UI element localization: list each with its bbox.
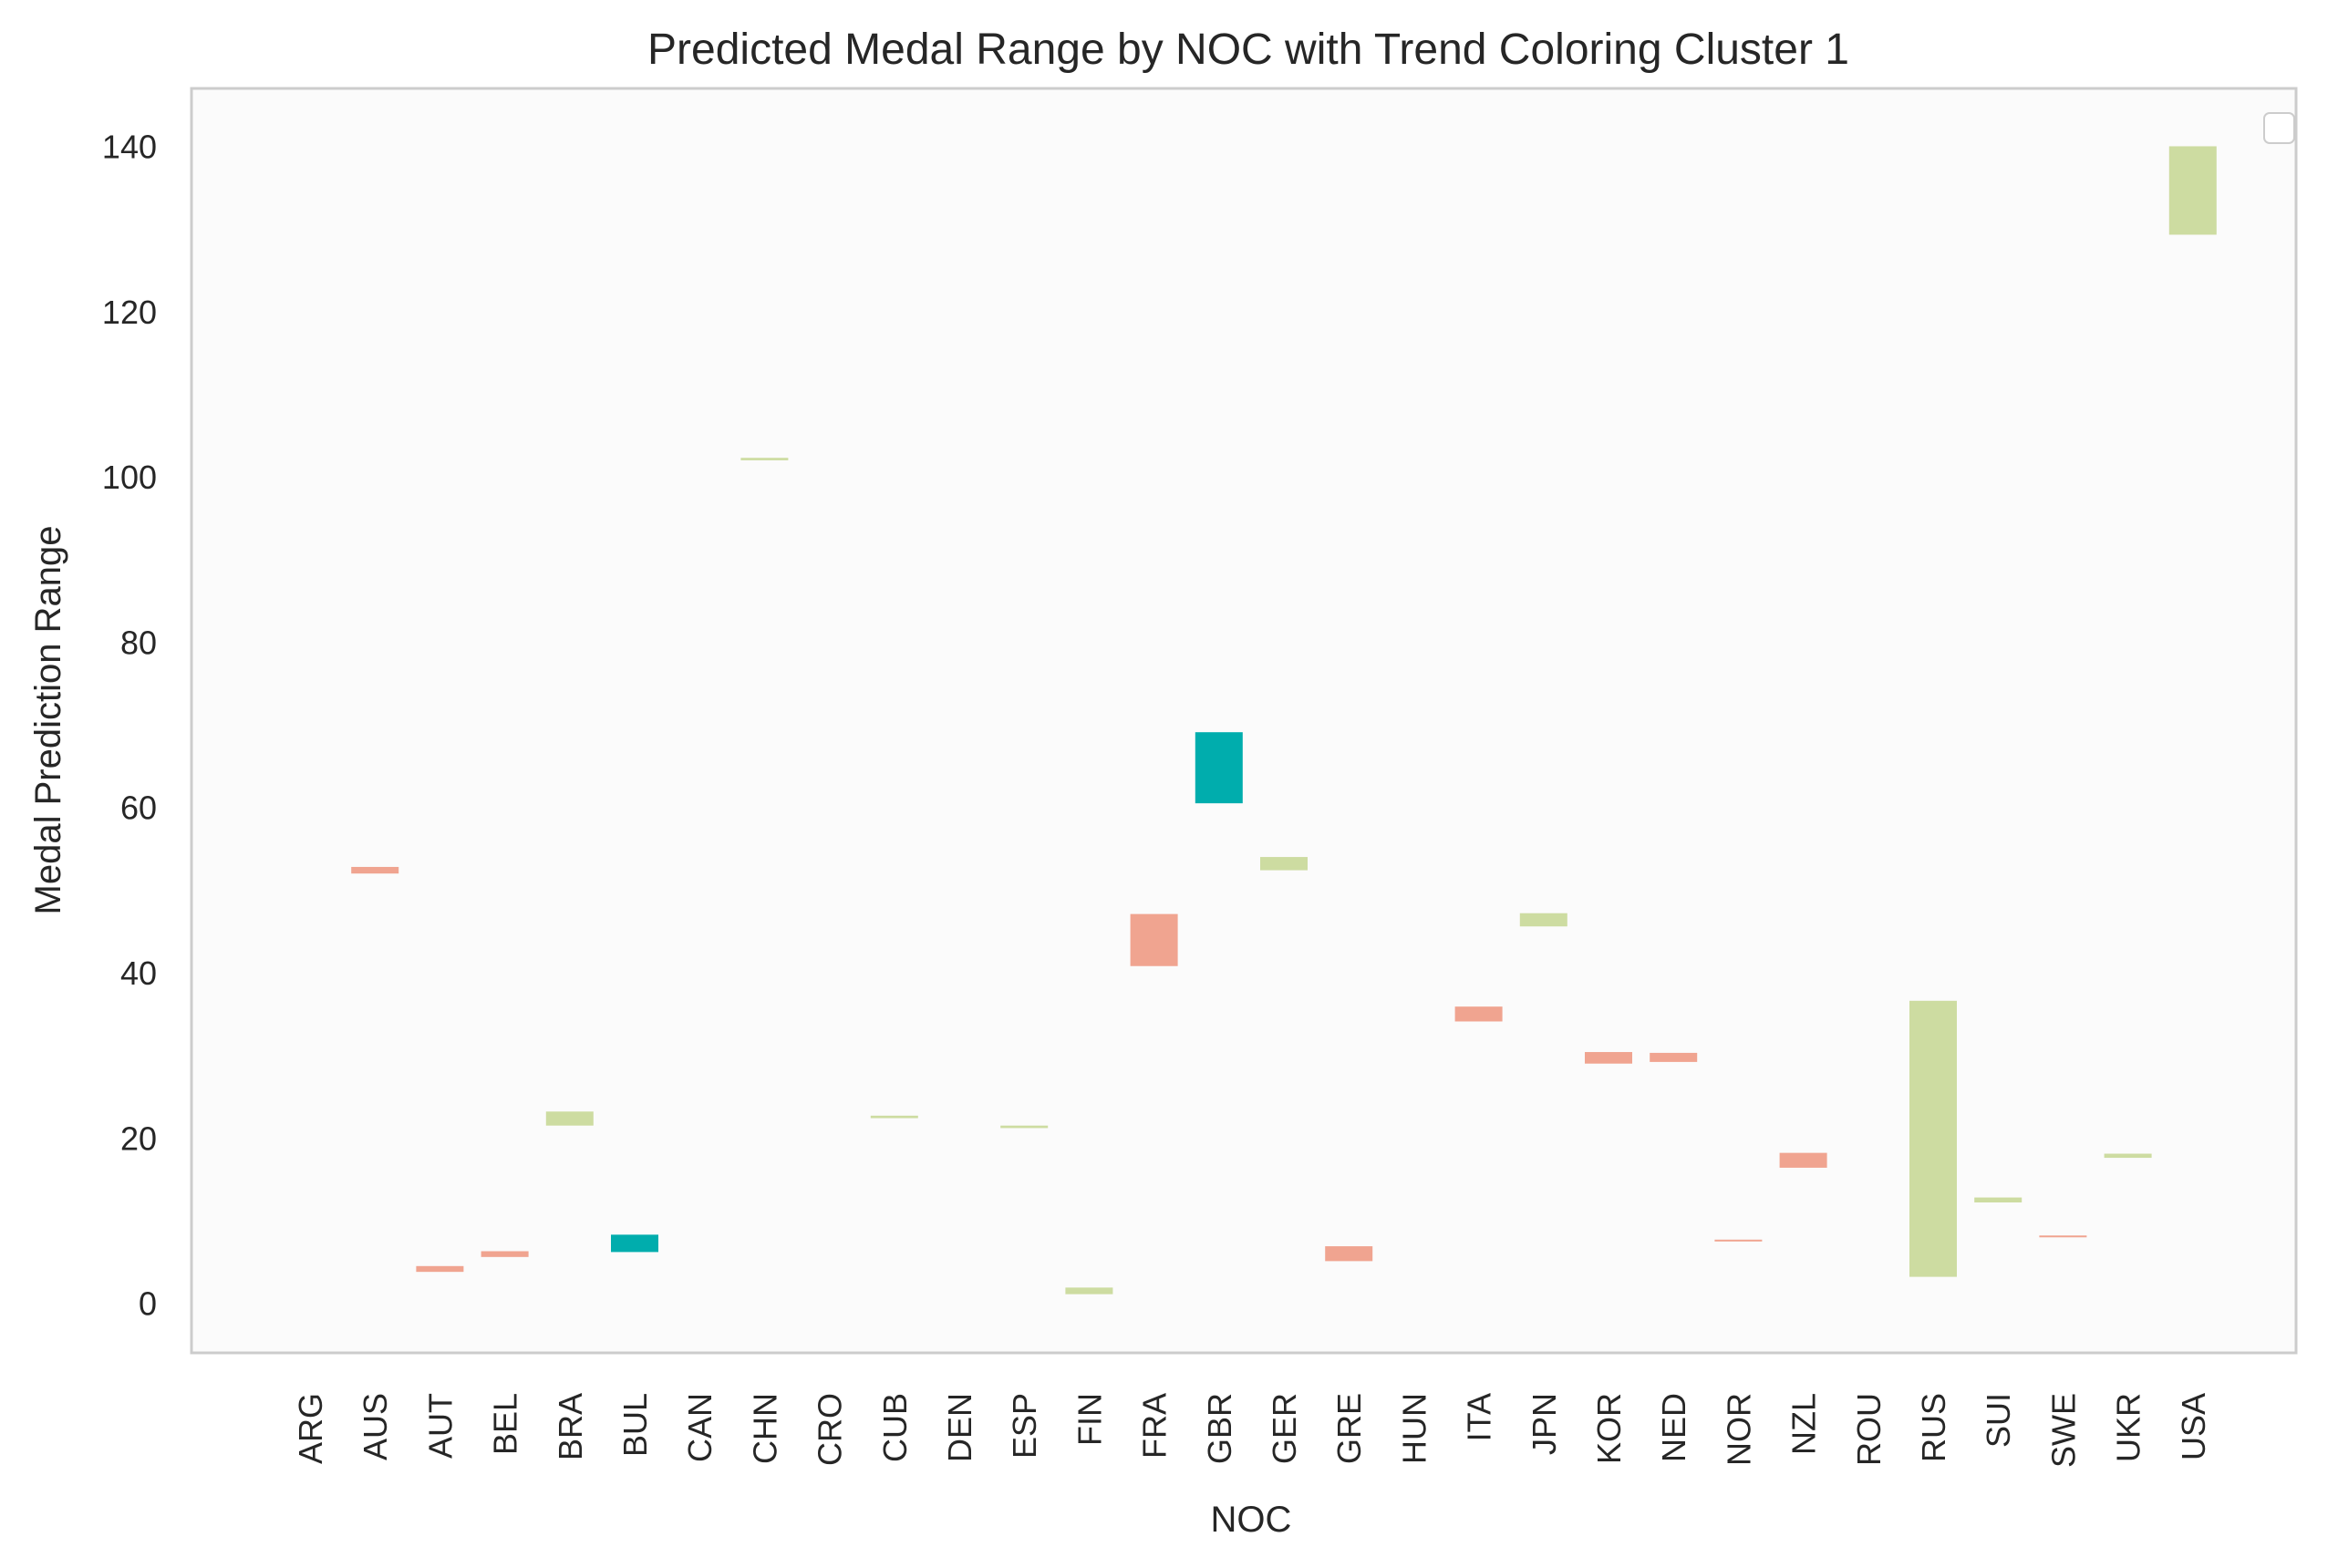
x-tick-label: CRO	[812, 1393, 849, 1466]
range-bar-bul	[611, 1234, 658, 1253]
y-axis-ticks: 0 20 40 60 80 100 120 140	[102, 128, 157, 1322]
range-bar-rus	[1909, 1000, 1957, 1277]
x-tick-label: GBR	[1201, 1393, 1238, 1464]
range-bar-bra	[545, 1111, 594, 1126]
x-tick-label: ITA	[1461, 1393, 1498, 1441]
range-bar-sui	[1974, 1197, 2022, 1203]
x-tick-label: AUT	[421, 1393, 459, 1459]
x-tick-label: CAN	[681, 1393, 719, 1462]
range-bar-nor	[1714, 1239, 1763, 1242]
x-tick-label: KOR	[1590, 1393, 1628, 1464]
x-tick-label: JPN	[1526, 1393, 1563, 1455]
range-bar-aut	[416, 1265, 464, 1273]
x-tick-label: NOR	[1720, 1393, 1757, 1466]
range-bar-ita	[1454, 1006, 1503, 1022]
range-bar-gre	[1325, 1246, 1373, 1262]
chart-title: Predicted Medal Range by NOC with Trend …	[647, 26, 1849, 74]
range-bar-fra	[1130, 913, 1178, 966]
x-tick-label: ESP	[1006, 1393, 1043, 1459]
x-tick-label: AUS	[357, 1393, 394, 1460]
x-axis-label: NOC	[1211, 1500, 1292, 1540]
y-tick-label: 20	[120, 1119, 157, 1157]
x-tick-label: GER	[1266, 1393, 1303, 1464]
range-bar-cub	[870, 1115, 918, 1119]
x-tick-label: CUB	[876, 1393, 914, 1462]
x-tick-label: BRA	[552, 1393, 589, 1460]
x-tick-label: CHN	[746, 1393, 783, 1464]
x-tick-label: SWE	[2044, 1393, 2082, 1468]
x-tick-label: FIN	[1071, 1393, 1108, 1446]
x-tick-label: NZL	[1785, 1393, 1823, 1455]
x-tick-label: ARG	[292, 1393, 329, 1464]
x-tick-label: BEL	[487, 1393, 524, 1455]
range-bar-nzl	[1779, 1152, 1827, 1168]
y-tick-label: 100	[102, 459, 157, 496]
x-tick-label: FRA	[1136, 1393, 1174, 1459]
x-tick-label: BUL	[616, 1393, 654, 1457]
y-tick-label: 140	[102, 128, 157, 165]
range-bar-gbr	[1195, 732, 1243, 804]
y-tick-label: 120	[102, 294, 157, 331]
y-axis-label: Medal Prediction Range	[28, 526, 68, 915]
range-bar-chn	[740, 458, 789, 460]
range-bar-ned	[1650, 1052, 1698, 1062]
range-bar-usa	[2168, 146, 2217, 235]
x-tick-label: DEN	[941, 1393, 978, 1462]
range-bar-ger	[1260, 857, 1308, 871]
range-bar-jpn	[1519, 913, 1567, 927]
range-bar-swe	[2039, 1235, 2087, 1238]
y-tick-label: 0	[139, 1285, 157, 1323]
x-tick-label: ROU	[1850, 1393, 1888, 1466]
range-bars	[351, 146, 2217, 1295]
x-tick-label: GRE	[1330, 1393, 1368, 1464]
x-tick-label: SUI	[1980, 1393, 2017, 1448]
x-tick-label: HUN	[1395, 1393, 1433, 1464]
range-bar-ukr	[2104, 1153, 2152, 1159]
legend-box[interactable]	[2263, 112, 2295, 144]
y-tick-label: 80	[120, 624, 157, 661]
x-tick-label: UKR	[2110, 1393, 2147, 1462]
range-bar-esp	[1000, 1125, 1049, 1129]
range-bar-bel	[481, 1251, 529, 1257]
x-tick-label: USA	[2175, 1393, 2212, 1460]
range-bar-fin	[1065, 1287, 1113, 1295]
x-tick-label: RUS	[1915, 1393, 1952, 1462]
y-tick-label: 60	[120, 789, 157, 827]
range-bar-aus	[351, 866, 399, 874]
range-bar-kor	[1585, 1052, 1632, 1064]
x-axis-ticks: ARG AUS AUT BEL BRA BUL CAN CHN CRO CUB DEN ESP FIN F…	[292, 1393, 2212, 1468]
x-tick-label: NED	[1655, 1393, 1692, 1462]
plot-area	[190, 87, 2298, 1355]
y-tick-label: 40	[120, 954, 157, 992]
